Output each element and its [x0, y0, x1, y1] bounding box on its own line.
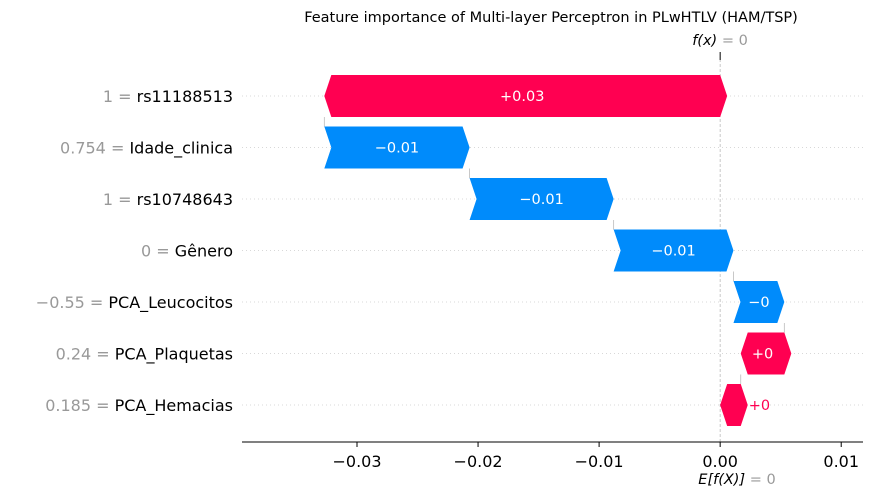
waterfall-bar — [469, 178, 614, 220]
bar-connectors — [323, 117, 785, 384]
feature-value: 1 = — [103, 87, 137, 106]
bar-value-label: −0 — [748, 295, 769, 311]
feature-name: Idade_clinica — [129, 139, 233, 159]
feature-value: 0.754 = — [60, 139, 129, 158]
x-tick-label: 0.00 — [702, 452, 738, 471]
feature-label: 0 = Gênero — [141, 242, 233, 261]
x-axis-ticks: −0.03 −0.02 −0.01 0.00 0.01 — [332, 442, 859, 471]
bar-value-label: +0 — [752, 347, 773, 363]
bar-value-label: −0.01 — [375, 141, 419, 157]
feature-name: Gênero — [175, 242, 233, 261]
feature-value: 1 = — [103, 190, 137, 209]
feature-label: 1 = rs11188513 — [103, 87, 233, 106]
chart-title: Feature importance of Multi-layer Percep… — [304, 10, 798, 26]
waterfall-bar — [720, 384, 748, 426]
feature-value: 0.24 = — [56, 345, 115, 364]
waterfall-bar — [324, 75, 728, 117]
feature-label: 1 = rs10748643 — [103, 190, 233, 209]
bar-labels: +0.03 −0.01 −0.01 −0.01 −0 +0 +0 — [375, 89, 773, 414]
bar-value-label: +0 — [749, 398, 770, 414]
feature-name: rs10748643 — [137, 190, 233, 209]
feature-name: PCA_Plaquetas — [115, 345, 233, 365]
feature-name: PCA_Hemacias — [115, 396, 233, 416]
feature-value: 0 = — [141, 242, 175, 261]
feature-label: 0.185 = PCA_Hemacias — [45, 396, 233, 416]
svg-text:f(x) = 0: f(x) = 0 — [692, 33, 748, 49]
feature-labels: 1 = rs11188513 0.754 = Idade_clinica 1 = r… — [36, 87, 233, 416]
feature-label: 0.24 = PCA_Plaquetas — [56, 345, 233, 365]
fx-value: = 0 — [722, 33, 748, 49]
feature-name: PCA_Leucocitos — [108, 293, 233, 313]
waterfall-bar — [740, 332, 792, 375]
bar-value-label: −0.01 — [651, 244, 695, 260]
bar-value-label: −0.01 — [519, 192, 563, 208]
feature-label: −0.55 = PCA_Leucocitos — [36, 293, 233, 313]
fx-annotation: f(x) = 0 — [692, 33, 748, 49]
waterfall-bar — [733, 281, 785, 323]
x-tick-label: 0.01 — [823, 452, 859, 471]
bars — [324, 75, 792, 426]
bar-value-label: +0.03 — [500, 89, 544, 105]
fx-label: f(x) — [692, 33, 717, 49]
ex-value: = 0 — [750, 472, 776, 488]
feature-value: 0.185 = — [45, 396, 114, 415]
x-tick-label: −0.03 — [332, 452, 381, 471]
waterfall-bar — [613, 229, 734, 272]
feature-name: rs11188513 — [137, 87, 233, 106]
svg-text:E[f(X)] = 0: E[f(X)] = 0 — [698, 472, 775, 488]
feature-value: −0.55 = — [36, 293, 109, 312]
feature-label: 0.754 = Idade_clinica — [60, 139, 233, 159]
x-tick-label: −0.01 — [575, 452, 624, 471]
ex-annotation: E[f(X)] = 0 — [698, 472, 775, 488]
waterfall-bar — [324, 126, 470, 169]
x-tick-label: −0.02 — [454, 452, 503, 471]
ex-label: E[f(X)] — [698, 472, 745, 488]
